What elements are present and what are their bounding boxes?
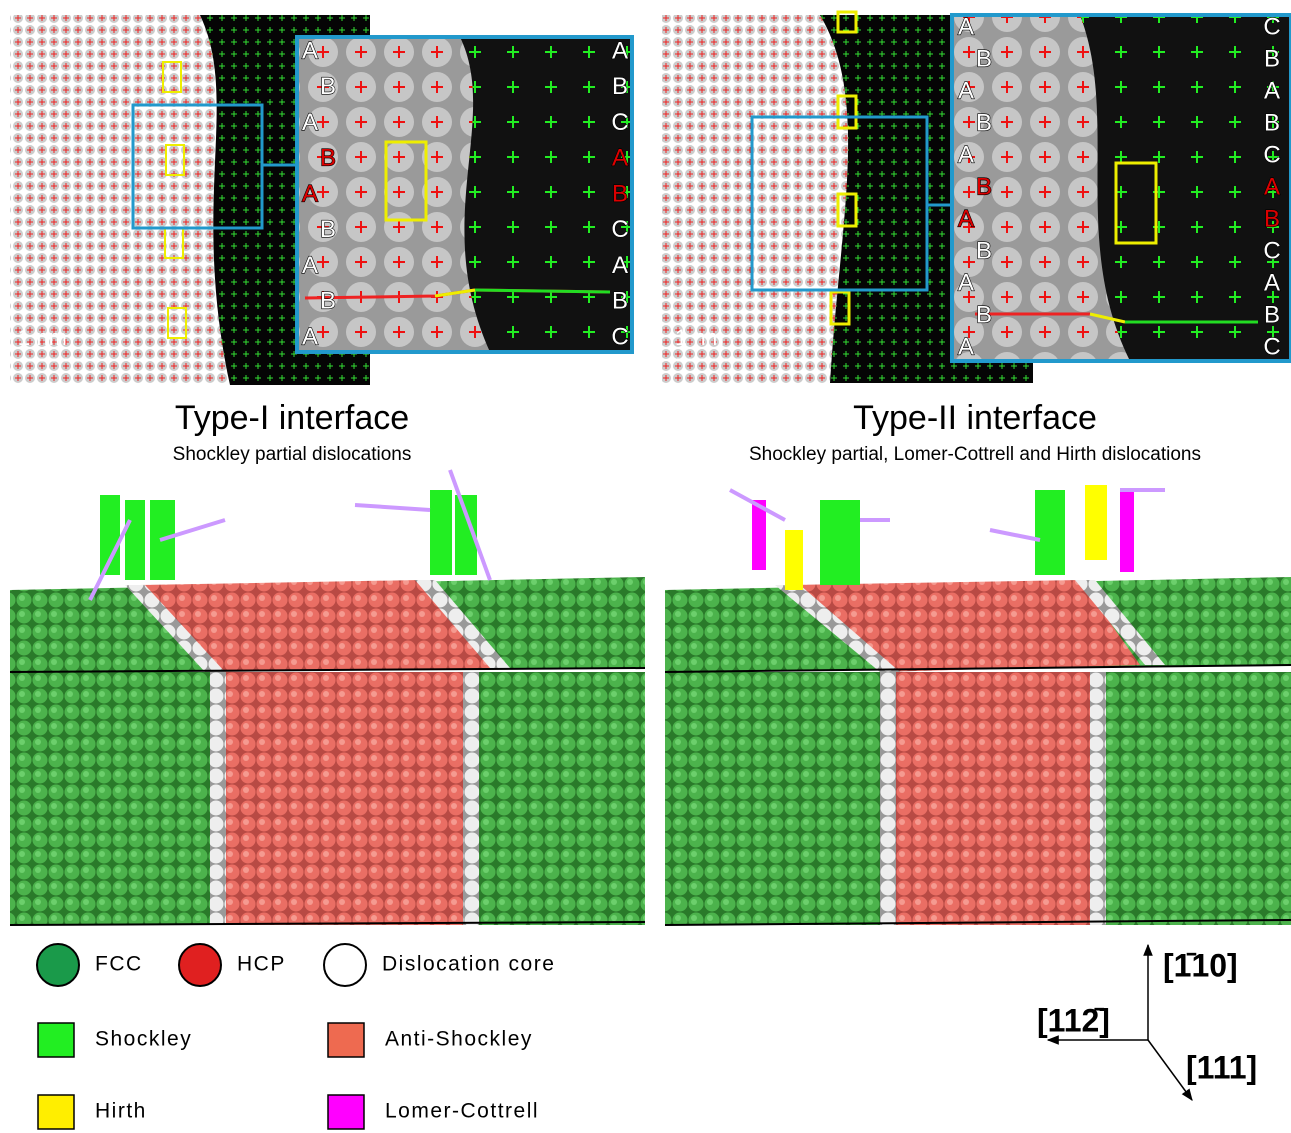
stacking-letter: A	[958, 77, 974, 104]
axis-label: [111]	[1186, 1049, 1257, 1085]
stacking-letter: A	[958, 13, 974, 40]
stacking-letter: A	[958, 269, 974, 296]
stacking-letter: C	[1263, 141, 1280, 168]
stacking-letter: A	[302, 37, 318, 64]
legend-swatch	[38, 1095, 74, 1129]
micrograph-1	[10, 15, 632, 385]
stacking-letter: B	[612, 73, 628, 100]
stacking-letter: C	[611, 109, 628, 136]
legend-label: FCC	[95, 953, 143, 976]
axis-label: [1̄10]	[1163, 947, 1238, 983]
stacking-letter: B	[320, 73, 336, 100]
stacking-letter: A	[1264, 173, 1280, 200]
stacking-letter: B	[976, 173, 992, 200]
stacking-letter: A	[958, 205, 974, 232]
panel-title: Type-I interface	[175, 399, 409, 437]
legend-swatch	[328, 1023, 364, 1057]
stacking-letter: B	[1264, 45, 1280, 72]
legend-label: Shockley	[95, 1028, 192, 1051]
axis-label: [112̄]	[1037, 1002, 1110, 1038]
atomistic-model-1	[10, 470, 645, 925]
stacking-letter: B	[976, 237, 992, 264]
stacking-letter: A	[302, 180, 318, 207]
legend-swatch	[38, 1023, 74, 1057]
stacking-letter: A	[302, 323, 318, 350]
stacking-letter: A	[1264, 77, 1280, 104]
atomistic-model-2	[665, 485, 1291, 925]
legend-swatch	[328, 1095, 364, 1129]
stacking-letter: C	[1263, 13, 1280, 40]
legend-label: HCP	[237, 953, 286, 976]
stacking-letter: A	[958, 141, 974, 168]
stacking-letter: B	[612, 288, 628, 315]
panel-subtitle: Shockley partial, Lomer-Cottrell and Hir…	[749, 444, 1201, 465]
legend-label: Anti-Shockley	[385, 1028, 533, 1051]
legend-swatch	[324, 944, 366, 986]
stacking-letter: A	[1264, 269, 1280, 296]
stacking-letter: C	[1263, 333, 1280, 360]
stacking-letter: A	[302, 109, 318, 136]
panel-subtitle: Shockley partial dislocations	[173, 444, 412, 465]
figure: 1 nm 1 nm Type-I interface Shockley part…	[0, 0, 1291, 1133]
stacking-letter: B	[320, 145, 336, 172]
stacking-letter: B	[976, 45, 992, 72]
scale-bar: 1 nm	[675, 325, 724, 350]
stacking-letter: A	[612, 37, 628, 64]
stacking-letter: B	[612, 180, 628, 207]
stacking-letter: B	[320, 288, 336, 315]
legend-swatch	[37, 944, 79, 986]
stacking-letter: B	[1264, 301, 1280, 328]
legend-label: Hirth	[95, 1100, 147, 1123]
stacking-letter: B	[976, 109, 992, 136]
stacking-letter: C	[1263, 237, 1280, 264]
stacking-letter: C	[611, 323, 628, 350]
stacking-letter: A	[302, 252, 318, 279]
scale-bar: 1 nm	[18, 325, 67, 350]
stacking-letter: B	[320, 216, 336, 243]
panel-title: Type-II interface	[853, 399, 1097, 437]
legend-label: Dislocation core	[382, 953, 555, 976]
stacking-letter: B	[976, 301, 992, 328]
stacking-letter: B	[1264, 109, 1280, 136]
stacking-letter: C	[611, 216, 628, 243]
legend-label: Lomer-Cottrell	[385, 1100, 539, 1123]
stacking-letter: A	[958, 333, 974, 360]
stacking-letter: A	[612, 252, 628, 279]
legend-swatch	[179, 944, 221, 986]
stacking-letter: A	[612, 145, 628, 172]
stacking-letter: B	[1264, 205, 1280, 232]
